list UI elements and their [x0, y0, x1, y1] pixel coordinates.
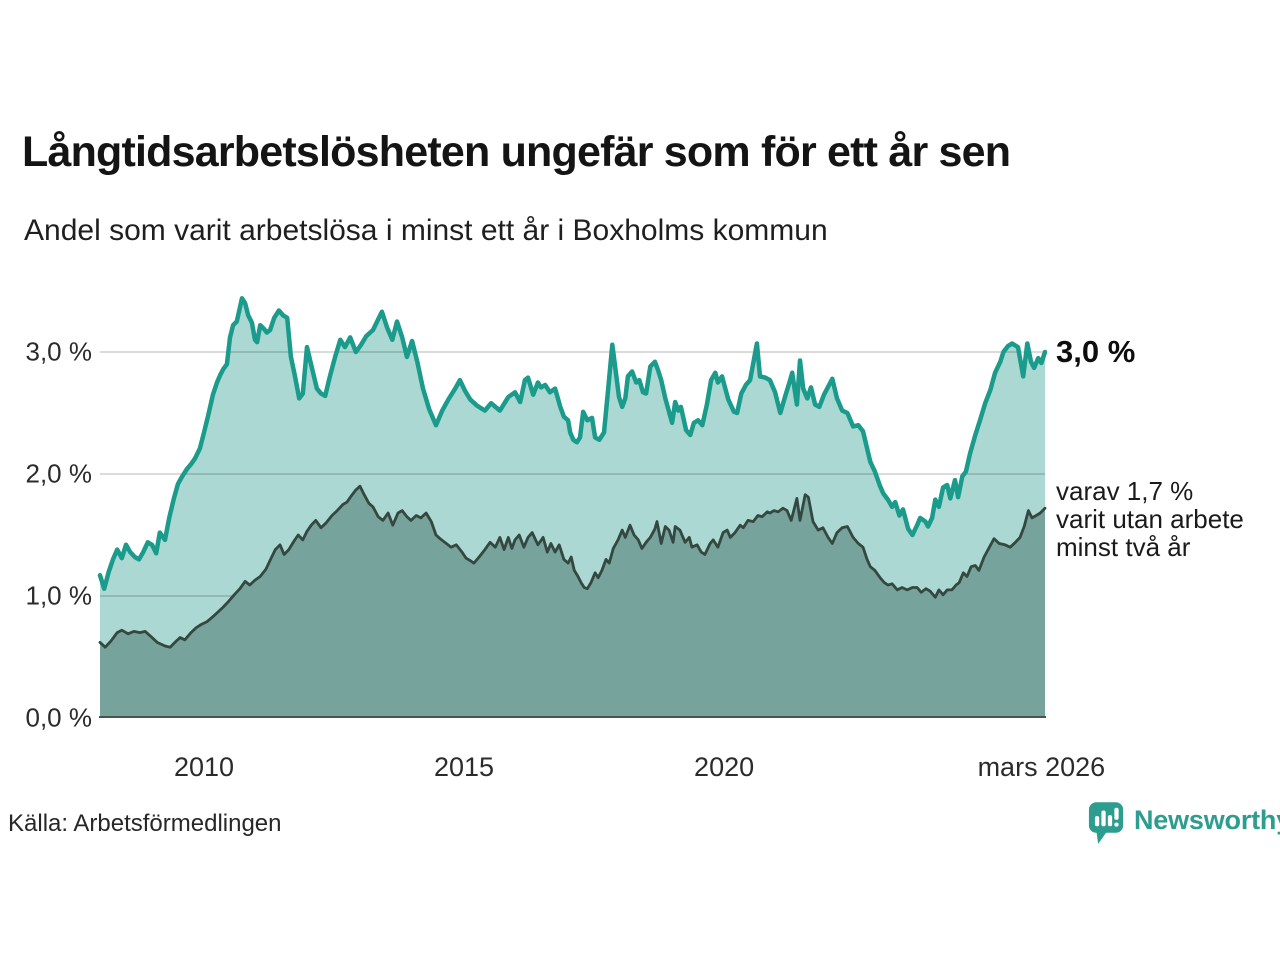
chart-subtitle: Andel som varit arbetslösa i minst ett å…: [24, 214, 828, 247]
chart-title: Långtidsarbetslösheten ungefär som för e…: [22, 128, 1011, 176]
x-axis-tick-label: 2010: [173, 752, 235, 782]
newsworthy-logo: Newsworthy: [1088, 801, 1280, 846]
series-area-minst-tva-ar: [100, 486, 1045, 718]
secondary-annotation-line: varit utan arbete: [1056, 504, 1244, 534]
series-line-minst-tva-ar: [98, 484, 1047, 649]
secondary-annotation: varav 1,7 % varit utan arbete minst två …: [1056, 477, 1244, 561]
source-label: Källa: Arbetsförmedlingen: [8, 810, 282, 837]
y-axis-tick-label: 3,0 %: [25, 336, 93, 367]
x-axis-tick-label: 2015: [434, 752, 495, 782]
y-axis-tick-label: 1,0 %: [25, 580, 93, 611]
x-axis-tick-label: mars 2026: [977, 752, 1106, 782]
secondary-annotation-line: minst två år: [1056, 532, 1191, 562]
y-axis-tick-label: 0,0 %: [25, 702, 93, 733]
y-axis-tick-label: 2,0 %: [25, 458, 93, 489]
newsworthy-logo-text: Newsworthy: [1134, 805, 1280, 835]
newsworthy-logo-icon: [1088, 802, 1124, 844]
series-line-minst-ett-ar: [97, 296, 1048, 591]
last-value-label: 3,0 %: [1056, 334, 1136, 369]
secondary-annotation-line: varav 1,7 %: [1056, 476, 1194, 506]
x-axis-tick-label: 2020: [694, 752, 755, 782]
